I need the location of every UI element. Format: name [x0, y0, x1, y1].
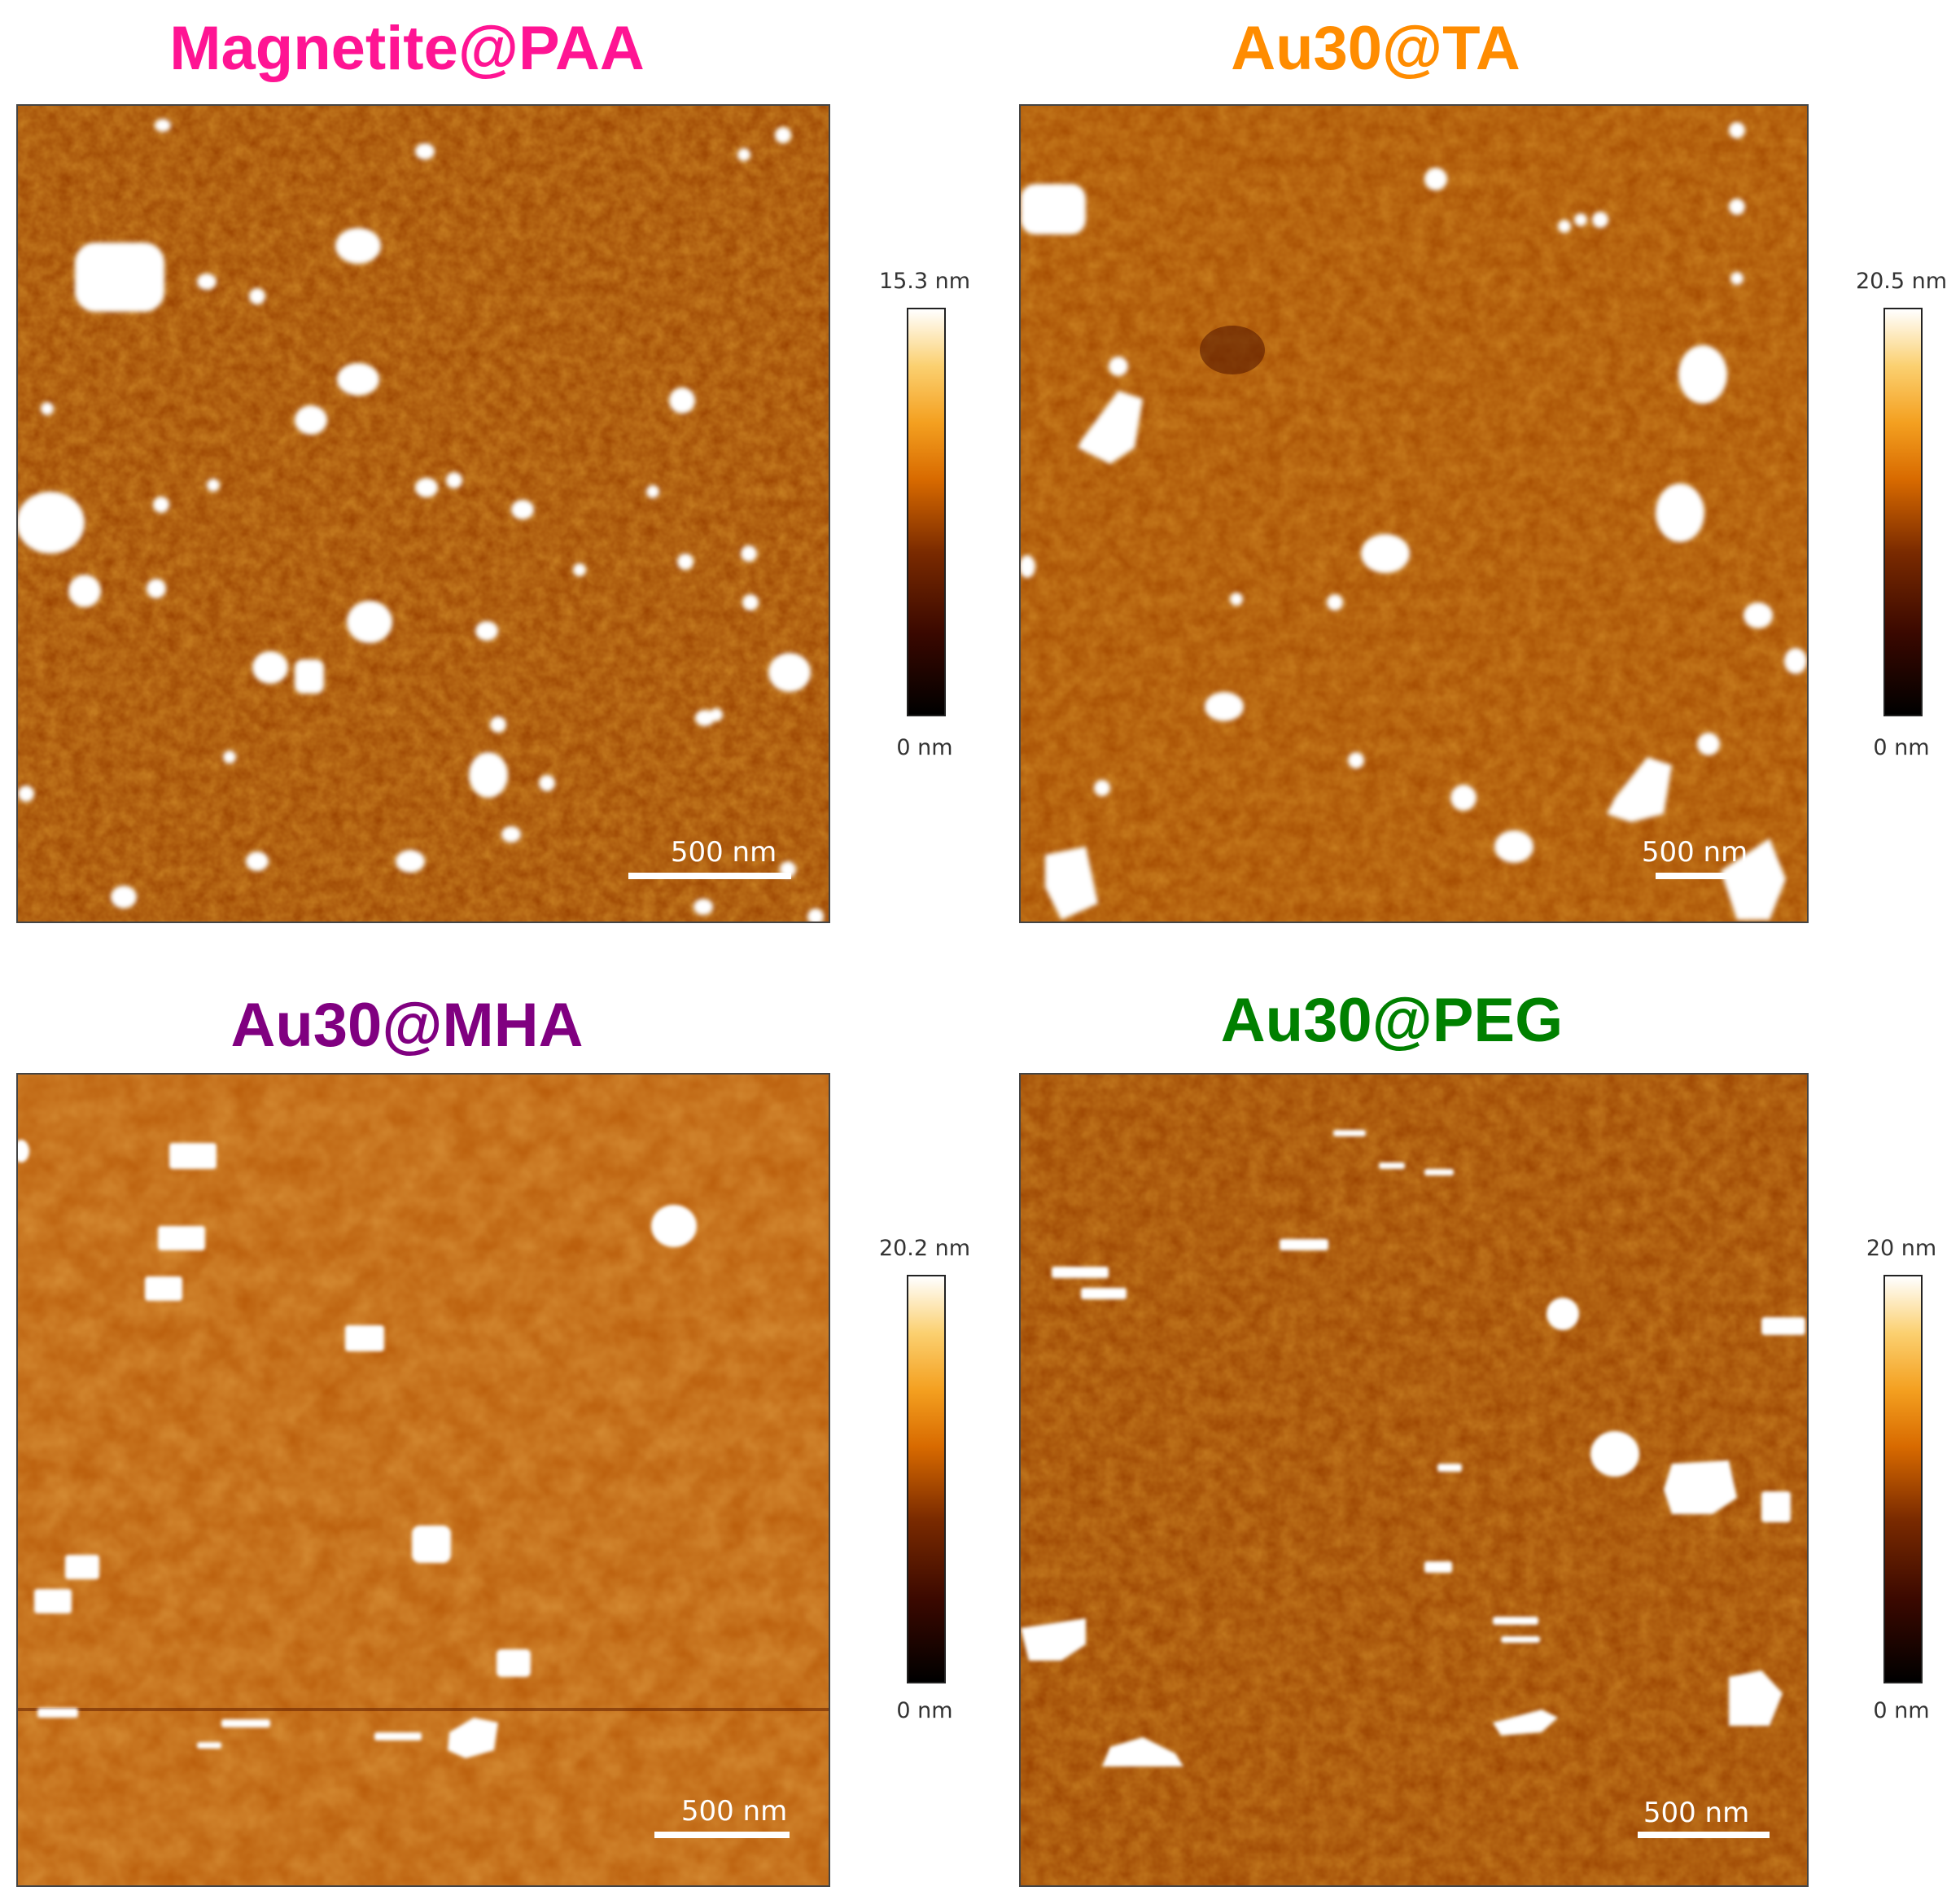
- colorbar-min-label: 0 nm: [1873, 735, 1930, 760]
- scale-bar: [1638, 1832, 1770, 1838]
- colorbar-max-label: 15.3 nm: [878, 269, 971, 294]
- afm-height-map: [18, 106, 829, 922]
- colorbar-min-label: 0 nm: [896, 735, 953, 760]
- scale-bar: [654, 1832, 790, 1838]
- scale-bar-label: 500 nm: [680, 1795, 788, 1828]
- scale-bar-label: 500 nm: [1641, 836, 1748, 869]
- afm-height-map: [1021, 106, 1807, 922]
- afm-height-map: [1021, 1075, 1807, 1885]
- colorbar: [907, 308, 946, 716]
- afm-image: 500 nm: [1019, 1073, 1809, 1887]
- afm-height-map: [18, 1075, 829, 1885]
- scale-bar: [1656, 873, 1771, 879]
- colorbar-max-label: 20.5 nm: [1855, 269, 1948, 294]
- colorbar-min-label: 0 nm: [896, 1698, 953, 1723]
- colorbar: [907, 1275, 946, 1683]
- panel-title: Au30@PEG: [1220, 986, 1564, 1055]
- colorbar: [1883, 308, 1923, 716]
- panel-title: Magnetite@PAA: [169, 14, 645, 83]
- panel-title: Au30@TA: [1231, 14, 1520, 83]
- scale-bar-label: 500 nm: [1643, 1797, 1750, 1829]
- afm-image: 500 nm: [1019, 104, 1809, 923]
- afm-image: 500 nm: [16, 104, 830, 923]
- scale-bar-label: 500 nm: [670, 836, 777, 869]
- panel-title: Au30@MHA: [230, 991, 584, 1060]
- colorbar-max-label: 20.2 nm: [878, 1236, 971, 1261]
- colorbar-min-label: 0 nm: [1873, 1698, 1930, 1723]
- scale-bar: [628, 873, 791, 879]
- afm-image: 500 nm: [16, 1073, 830, 1887]
- colorbar: [1883, 1275, 1923, 1683]
- colorbar-max-label: 20 nm: [1866, 1236, 1937, 1261]
